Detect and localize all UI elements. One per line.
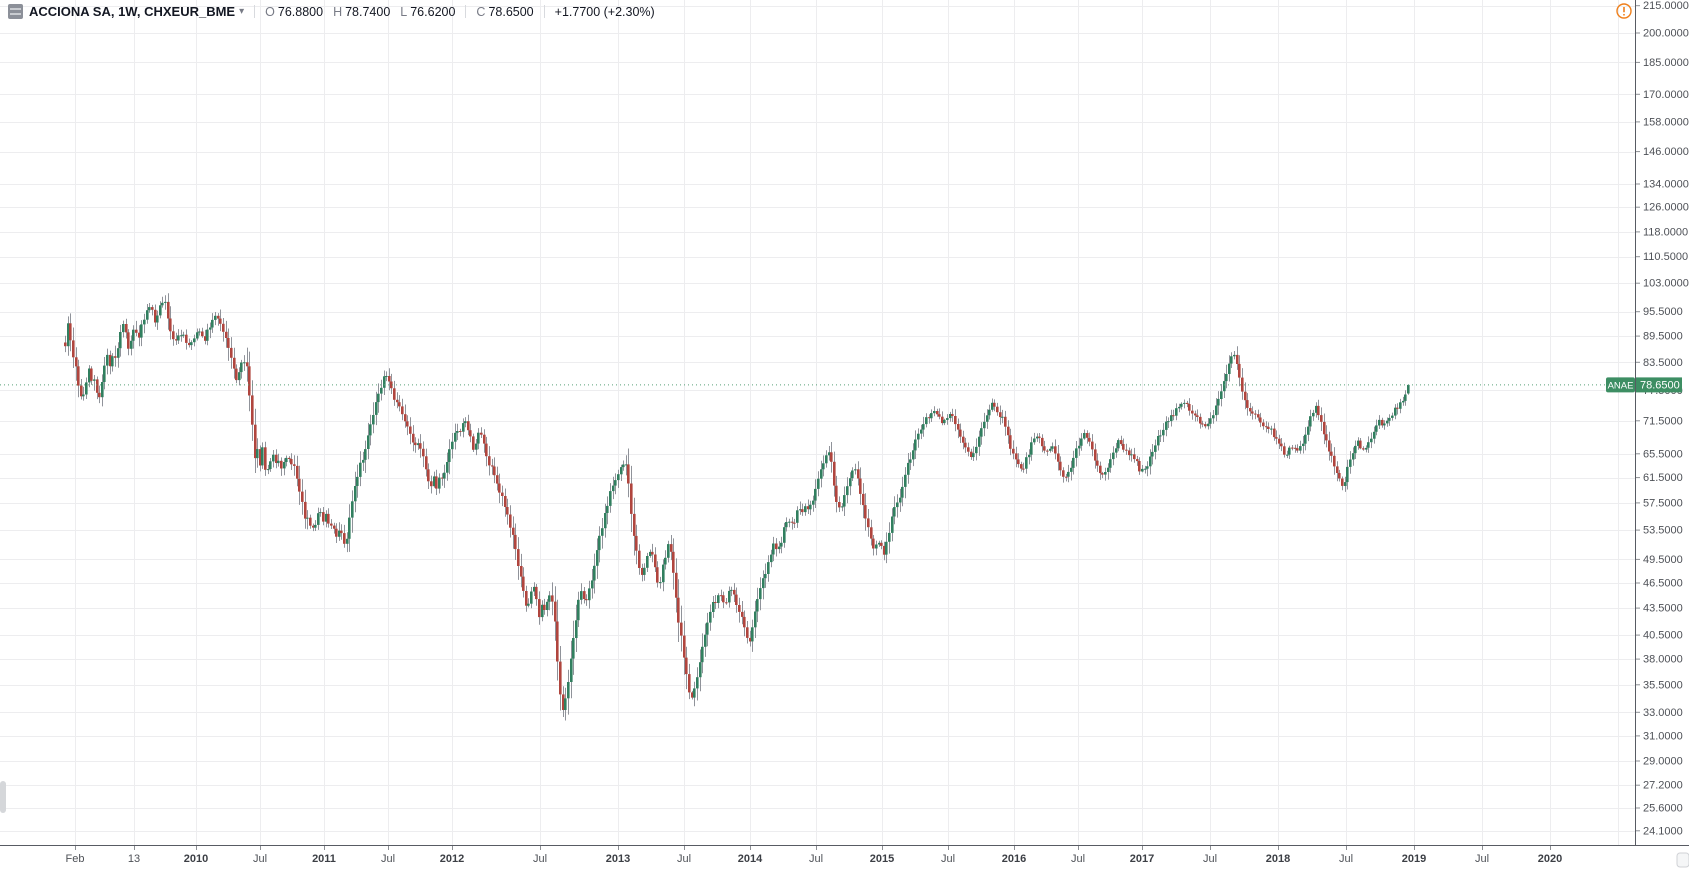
- svg-text:89.5000: 89.5000: [1643, 331, 1683, 343]
- svg-text:49.5000: 49.5000: [1643, 554, 1683, 566]
- open-value-group: O 76.8800: [265, 5, 323, 19]
- svg-text:33.0000: 33.0000: [1643, 707, 1683, 719]
- svg-text:Jul: Jul: [941, 853, 955, 865]
- legend-separator: [254, 5, 256, 18]
- low-label: L: [400, 4, 408, 19]
- symbol-title[interactable]: ACCIONA SA, 1W, CHXEUR_BME: [29, 4, 236, 19]
- close-value-group: C 78.6500: [476, 5, 533, 19]
- svg-text:103.0000: 103.0000: [1643, 278, 1689, 290]
- low-value: 76.6200: [410, 4, 456, 19]
- svg-text:Jul: Jul: [677, 853, 691, 865]
- svg-text:71.5000: 71.5000: [1643, 415, 1683, 427]
- svg-text:185.0000: 185.0000: [1643, 57, 1689, 69]
- svg-text:134.0000: 134.0000: [1643, 179, 1689, 191]
- svg-text:13: 13: [128, 853, 140, 865]
- svg-text:Jul: Jul: [809, 853, 823, 865]
- price-axis-pane[interactable]: [1636, 0, 1689, 871]
- drawing-toolbar-handle[interactable]: [0, 781, 6, 813]
- svg-text:146.0000: 146.0000: [1643, 146, 1689, 158]
- low-value-group: L 76.6200: [400, 5, 455, 19]
- legend-separator: [465, 5, 467, 18]
- svg-text:2016: 2016: [1002, 853, 1026, 865]
- svg-text:2011: 2011: [312, 853, 336, 865]
- svg-text:Jul: Jul: [533, 853, 547, 865]
- chart-grid: [0, 0, 1635, 845]
- svg-text:31.0000: 31.0000: [1643, 730, 1683, 742]
- svg-text:Jul: Jul: [253, 853, 267, 865]
- svg-text:40.5000: 40.5000: [1643, 630, 1683, 642]
- svg-text:126.0000: 126.0000: [1643, 202, 1689, 214]
- svg-text:Jul: Jul: [1475, 853, 1489, 865]
- time-axis-pane[interactable]: [0, 846, 1689, 871]
- axis-settings-corner-button[interactable]: [1676, 852, 1689, 868]
- high-label: H: [333, 4, 343, 19]
- open-label: O: [265, 4, 275, 19]
- svg-text:29.0000: 29.0000: [1643, 756, 1683, 768]
- svg-text:2013: 2013: [606, 853, 630, 865]
- svg-text:2018: 2018: [1266, 853, 1290, 865]
- svg-text:Jul: Jul: [1339, 853, 1353, 865]
- svg-text:53.5000: 53.5000: [1643, 525, 1683, 537]
- svg-text:95.5000: 95.5000: [1643, 306, 1683, 318]
- svg-text:27.2000: 27.2000: [1643, 780, 1683, 792]
- svg-text:2017: 2017: [1130, 853, 1154, 865]
- svg-text:43.5000: 43.5000: [1643, 603, 1683, 615]
- svg-text:61.5000: 61.5000: [1643, 472, 1683, 484]
- svg-text:ANAE: ANAE: [1608, 380, 1634, 391]
- close-value: 78.6500: [488, 4, 534, 19]
- close-label: C: [476, 4, 486, 19]
- svg-text:110.5000: 110.5000: [1643, 251, 1688, 263]
- svg-text:118.0000: 118.0000: [1643, 226, 1688, 238]
- chevron-down-icon[interactable]: ▾: [239, 6, 245, 17]
- legend-separator: [543, 5, 545, 18]
- svg-text:200.0000: 200.0000: [1643, 28, 1689, 40]
- svg-text:Jul: Jul: [1071, 853, 1085, 865]
- candlestick-series: [64, 293, 1410, 721]
- svg-text:2012: 2012: [440, 853, 464, 865]
- svg-text:24.1000: 24.1000: [1643, 825, 1683, 837]
- svg-text:170.0000: 170.0000: [1643, 89, 1689, 101]
- open-value: 76.8800: [277, 4, 324, 19]
- symbol-logo-icon: [8, 4, 23, 19]
- svg-text:35.5000: 35.5000: [1643, 679, 1683, 691]
- price-scale[interactable]: 215.0000 200.0000 185.0000 170.0000 158.0000…: [1636, 0, 1689, 837]
- svg-text:65.5000: 65.5000: [1643, 448, 1683, 460]
- svg-text:158.0000: 158.0000: [1643, 116, 1689, 128]
- svg-text:Jul: Jul: [1203, 853, 1217, 865]
- svg-text:25.6000: 25.6000: [1643, 803, 1683, 815]
- svg-text:83.5000: 83.5000: [1643, 357, 1683, 369]
- svg-text:2020: 2020: [1538, 853, 1562, 865]
- chart-legend: ACCIONA SA, 1W, CHXEUR_BME ▾ O 76.8800 H…: [8, 3, 655, 20]
- svg-text:38.0000: 38.0000: [1643, 654, 1683, 666]
- svg-text:Feb: Feb: [66, 853, 85, 865]
- svg-text:2014: 2014: [738, 853, 763, 865]
- svg-text:2019: 2019: [1402, 853, 1426, 865]
- svg-text:2015: 2015: [870, 853, 894, 865]
- high-value: 78.7400: [345, 4, 391, 19]
- time-scale[interactable]: Feb 13 2010 Jul 2011 Jul 2012 Jul 2013 Jul 2014 Jul…: [66, 846, 1563, 865]
- svg-text:215.0000: 215.0000: [1643, 0, 1689, 12]
- current-price-flag: ANAE 78.6500: [1606, 377, 1682, 393]
- svg-text:2010: 2010: [184, 853, 208, 865]
- svg-text:57.5000: 57.5000: [1643, 497, 1683, 509]
- svg-text:46.5000: 46.5000: [1643, 578, 1683, 590]
- svg-text:78.6500: 78.6500: [1640, 380, 1680, 392]
- svg-text:Jul: Jul: [381, 853, 395, 865]
- change-value: +1.7700 (+2.30%): [554, 4, 655, 19]
- data-problem-warning-icon[interactable]: [1616, 3, 1632, 19]
- high-value-group: H 78.7400: [333, 5, 390, 19]
